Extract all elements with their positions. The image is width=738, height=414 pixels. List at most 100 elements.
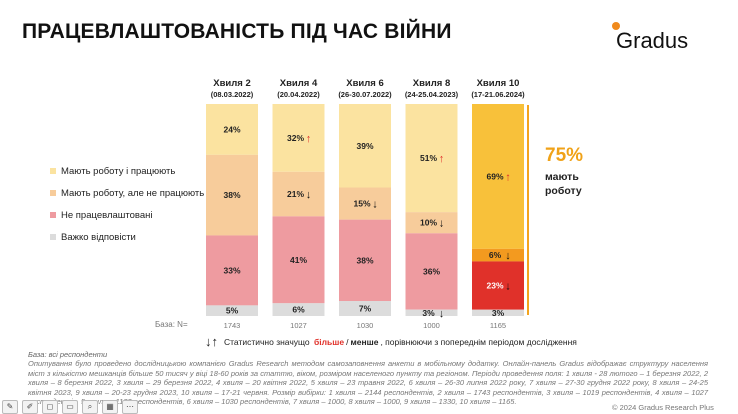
data-label: 36% — [423, 266, 440, 276]
footnote-heading: База: всі респонденти — [28, 350, 108, 359]
wave-date: (17-21.06.2024) — [471, 90, 525, 99]
viewer-toolbar: ✎ ✐ ◻ ▭ ⌕ ▦ ⋯ — [0, 399, 138, 414]
data-label: 33% — [223, 265, 240, 275]
summary-line2: роботу — [545, 185, 582, 197]
data-label: 69% — [486, 171, 503, 181]
bar-segment — [272, 171, 325, 217]
bar-segment — [405, 233, 458, 310]
more-icon[interactable]: ⋯ — [122, 399, 138, 414]
data-label: 6% — [292, 305, 305, 315]
data-label: 3% — [492, 308, 505, 318]
arrow-down-icon: ↓ — [505, 281, 511, 293]
arrow-down-icon: ↓ — [505, 250, 511, 262]
methodology-footnote: Опитування було проведено дослідницькою … — [28, 359, 708, 407]
arrow-down-icon: ↓ — [439, 308, 445, 320]
data-label: 41% — [290, 255, 307, 265]
wave-label: Хвиля 4 — [280, 78, 318, 89]
base-label: База: N= — [155, 320, 188, 329]
wave-date: (08.03.2022) — [211, 90, 254, 99]
data-label: 32% — [287, 133, 304, 143]
copyright: © 2024 Gradus Research Plus — [612, 403, 714, 412]
summary-value: 75% — [545, 145, 584, 166]
bar-segment — [206, 154, 258, 236]
sig-arrows-icon: ↓↑ — [205, 334, 218, 349]
summary-label: мають роботу — [545, 170, 582, 198]
sig-note-slash: / — [346, 336, 349, 347]
sig-note-less: менше — [350, 336, 379, 347]
data-label: 39% — [356, 141, 373, 151]
legend-item: Не працевлаштовані — [50, 204, 204, 226]
base-value: 1030 — [357, 321, 374, 330]
arrow-up-icon: ↑ — [306, 133, 312, 145]
bar-segment — [405, 104, 458, 213]
legend-swatch — [50, 234, 56, 240]
stacked-bar-chart: Хвиля 2(08.03.2022) 24% 38% 33% 5% 1743 Хвиля … — [206, 78, 525, 330]
bar-segment — [472, 309, 524, 316]
significance-note: ↓↑ Статистично значущо більше / менше, пор… — [205, 334, 577, 349]
arrow-down-icon: ↓ — [439, 218, 445, 230]
wave-date: (26-30.07.2022) — [338, 90, 392, 99]
summary-line1: мають — [545, 171, 579, 183]
base-value: 1027 — [290, 321, 307, 330]
bar-segment — [272, 303, 325, 316]
logo-text: Gradus — [616, 28, 689, 53]
data-label: 51% — [420, 153, 437, 163]
data-label: 38% — [223, 190, 240, 200]
legend-label: Важко відповісти — [61, 231, 136, 243]
legend-label: Мають роботу і працюють — [61, 165, 176, 177]
base-value: 1165 — [490, 321, 506, 330]
arrow-up-icon: ↑ — [439, 153, 445, 165]
data-label: 5% — [226, 306, 239, 316]
bar-segment — [206, 305, 258, 316]
captions-icon[interactable]: ▭ — [62, 399, 78, 414]
legend-swatch — [50, 168, 56, 174]
legend-swatch — [50, 212, 56, 218]
chart-legend: Мають роботу і працюють Мають роботу, ал… — [50, 160, 204, 248]
bar-segment — [472, 104, 524, 249]
bar-segment — [405, 212, 458, 234]
arrow-down-icon: ↓ — [306, 189, 312, 201]
data-label: 23% — [486, 281, 503, 291]
wave-date: (24-25.04.2023) — [405, 90, 459, 99]
eraser-icon[interactable]: ◻ — [42, 399, 58, 414]
bar-segment — [206, 235, 258, 306]
page-title: ПРАЦЕВЛАШТОВАНІСТЬ ПІД ЧАС ВІЙНИ — [22, 20, 452, 43]
bar-segment — [472, 261, 524, 310]
logo-dot-icon — [612, 22, 620, 30]
data-label: 21% — [287, 189, 304, 199]
data-label: 3% — [422, 308, 435, 318]
wave-label: Хвиля 10 — [477, 78, 520, 89]
bar-segment — [339, 104, 391, 188]
bar-segment — [272, 104, 325, 172]
bar-segment — [206, 104, 258, 155]
legend-swatch — [50, 190, 56, 196]
grid-icon[interactable]: ▦ — [102, 399, 118, 414]
arrow-down-icon: ↓ — [372, 199, 378, 211]
bar-segment — [339, 301, 391, 316]
legend-label: Не працевлаштовані — [61, 209, 153, 221]
legend-label: Мають роботу, але не працюють — [61, 187, 205, 199]
data-label: 38% — [356, 255, 373, 265]
brand-logo: Gradus — [610, 22, 689, 54]
legend-item: Мають роботу і працюють — [50, 160, 204, 182]
sig-note-more: більше — [314, 336, 345, 347]
sig-note-pre: Статистично значущо — [224, 336, 310, 347]
wave-label: Хвиля 6 — [346, 78, 384, 89]
bar-segment — [472, 248, 524, 262]
pencil-icon[interactable]: ✐ — [22, 399, 38, 414]
wave-date: (20.04.2022) — [277, 90, 320, 99]
summary-bracket — [527, 105, 529, 315]
bar-segment — [339, 187, 391, 220]
data-label: 6% — [489, 250, 502, 260]
sig-note-post: , порівнюючи з попереднім періодом дослі… — [380, 336, 577, 347]
bar-segment — [272, 216, 325, 304]
zoom-icon[interactable]: ⌕ — [82, 399, 98, 414]
base-value: 1000 — [423, 321, 440, 330]
data-label: 24% — [223, 124, 240, 134]
legend-item: Важко відповісти — [50, 226, 204, 248]
pen-icon[interactable]: ✎ — [2, 399, 18, 414]
data-label: 7% — [359, 304, 372, 314]
wave-label: Хвиля 8 — [413, 78, 451, 89]
data-label: 15% — [353, 199, 370, 209]
wave-label: Хвиля 2 — [213, 78, 251, 89]
